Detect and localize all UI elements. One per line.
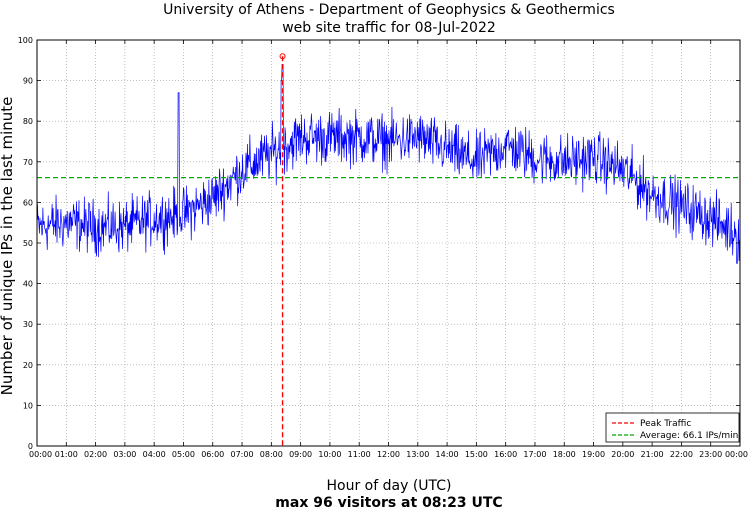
- x-tick-label: 19:00: [582, 450, 605, 459]
- series-layer: [36, 53, 741, 446]
- x-tick-label: 16:00: [494, 450, 517, 459]
- x-tick-label: 14:00: [436, 450, 459, 459]
- x-tick-label: 13:00: [406, 450, 429, 459]
- peak-marker: [279, 53, 286, 60]
- x-tick-label: 02:00: [84, 450, 107, 459]
- legend-box: [605, 412, 740, 443]
- y-tick-label: 30: [23, 320, 33, 329]
- x-tick-label: 08:00: [260, 450, 283, 459]
- chart-title: University of Athens - Department of Geo…: [163, 2, 615, 18]
- y-tick-label: 20: [23, 361, 33, 370]
- x-axis-label: Hour of day (UTC): [327, 478, 452, 494]
- x-tick-label: 06:00: [201, 450, 224, 459]
- x-tick-label: 04:00: [143, 450, 166, 459]
- legend: Peak Traffic Average: 66.1 IPs/min: [605, 412, 740, 443]
- y-axis-label: Number of unique IPs in the last minute: [0, 97, 16, 396]
- y-tick-label: 100: [18, 36, 33, 45]
- y-tick-label: 10: [23, 401, 33, 410]
- x-tick-label: 07:00: [231, 450, 254, 459]
- traffic-line: [36, 64, 741, 264]
- x-tick-label: 09:00: [289, 450, 312, 459]
- x-tick-label: 15:00: [465, 450, 488, 459]
- x-tick-label: 00:00: [725, 450, 748, 459]
- x-tick-label: 17:00: [523, 450, 546, 459]
- x-tick-label: 23:00: [699, 450, 722, 459]
- x-tick-label: 10:00: [318, 450, 341, 459]
- x-tick-label: 21:00: [641, 450, 664, 459]
- y-tick-label: 90: [23, 77, 33, 86]
- y-tick-label: 40: [23, 280, 33, 289]
- x-tick-label: 05:00: [172, 450, 195, 459]
- y-tick-label: 80: [23, 117, 33, 126]
- y-tick-label: 70: [23, 158, 33, 167]
- x-tick-label: 22:00: [670, 450, 693, 459]
- x-tick-label: 18:00: [553, 450, 576, 459]
- x-tick-label: 11:00: [348, 450, 371, 459]
- legend-peak-label: Peak Traffic: [640, 419, 691, 429]
- x-tick-label: 03:00: [113, 450, 136, 459]
- y-tick-label: 0: [28, 442, 33, 451]
- legend-average-label: Average: 66.1 IPs/min: [640, 431, 738, 441]
- chart-subtitle: web site traffic for 08-Jul-2022: [282, 20, 496, 36]
- x-tick-label: 12:00: [377, 450, 400, 459]
- y-tick-label: 50: [23, 239, 33, 248]
- x-tick-label: 01:00: [55, 450, 78, 459]
- grid: [36, 39, 741, 447]
- caption: max 96 visitors at 08:23 UTC: [275, 495, 502, 511]
- y-tick-label: 60: [23, 198, 33, 207]
- x-tick-label: 20:00: [611, 450, 634, 459]
- x-tick-label: 00:00: [29, 450, 52, 459]
